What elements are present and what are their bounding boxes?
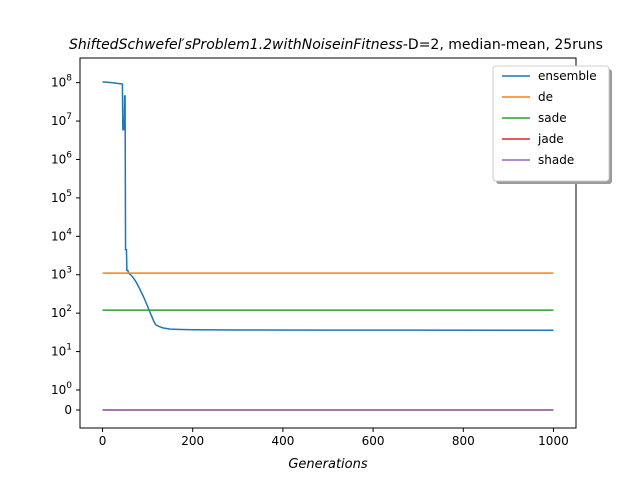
- y-tick-label: 100: [51, 381, 72, 397]
- legend: ensemble de sade jade shade: [492, 65, 612, 184]
- legend-box: [492, 65, 610, 182]
- legend-label-jade: jade: [537, 132, 564, 146]
- y-tick-label: 103: [51, 266, 72, 282]
- legend-label-sade: sade: [538, 111, 567, 125]
- y-tick-label: 102: [51, 304, 72, 320]
- x-axis-label: Generations: [288, 457, 368, 472]
- y-tick-label: 107: [51, 112, 72, 128]
- axes-frame: [79, 57, 577, 429]
- y-tick-label: 106: [51, 150, 72, 166]
- x-tick-label: 600: [362, 434, 385, 448]
- x-tick-label: 400: [271, 434, 294, 448]
- y-tick-label: 0: [64, 403, 72, 417]
- legend-label-shade: shade: [538, 153, 574, 167]
- x-tick-label: 200: [181, 434, 204, 448]
- x-axis: 0 200 400 600 800 1000: [99, 428, 569, 448]
- y-axis: 0 100 101 102 103 104 105 106 107 108: [51, 74, 80, 417]
- plot-area: [102, 81, 554, 411]
- y-tick-label: 101: [51, 343, 72, 359]
- chart-title-rest: -D=2, median-mean, 25runs: [403, 37, 603, 53]
- chart-title-italic: ShiftedSchwefel′sProblem1.2withNoiseinFi…: [69, 37, 403, 53]
- y-tick-label: 108: [51, 74, 72, 90]
- x-tick-label: 0: [99, 434, 107, 448]
- x-tick-label: 800: [452, 434, 475, 448]
- y-tick-label: 104: [51, 227, 72, 243]
- y-tick-label: 105: [51, 189, 72, 205]
- legend-label-de: de: [538, 90, 553, 104]
- legend-label-ensemble: ensemble: [538, 69, 597, 83]
- x-tick-label: 1000: [538, 434, 569, 448]
- chart-title: ShiftedSchwefel′sProblem1.2withNoiseinFi…: [69, 37, 603, 53]
- series-line-ensemble: [102, 81, 554, 332]
